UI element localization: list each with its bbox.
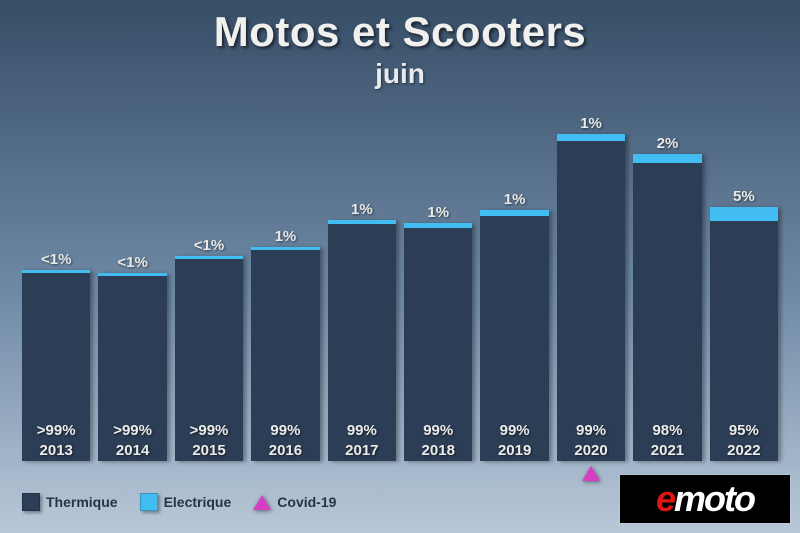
segment-thermique: 99% 2020 bbox=[557, 141, 625, 461]
stacked-bar: >99% 2014 bbox=[98, 273, 166, 461]
thermique-pct-label: 99% bbox=[404, 422, 472, 439]
legend-covid-label: Covid-19 bbox=[277, 494, 336, 510]
segment-electrique bbox=[710, 207, 778, 221]
stacked-bar: 99% 2020 bbox=[557, 134, 625, 461]
electric-pct-label: 1% bbox=[351, 201, 373, 218]
legend-thermique: Thermique bbox=[22, 493, 118, 511]
year-label: 2014 bbox=[98, 442, 166, 459]
bar-slot-2017: 1% 99% 2017 bbox=[328, 110, 396, 461]
bar-slot-2014: <1% >99% 2014 bbox=[98, 110, 166, 461]
stacked-bar: 98% 2021 bbox=[633, 154, 701, 461]
thermique-pct-label: >99% bbox=[175, 422, 243, 439]
segment-thermique: 99% 2017 bbox=[328, 224, 396, 461]
bar-slot-2016: 1% 99% 2016 bbox=[251, 110, 319, 461]
stacked-bar: 99% 2019 bbox=[480, 210, 548, 461]
swatch-thermique bbox=[22, 493, 40, 511]
chart-subtitle: juin bbox=[0, 58, 800, 90]
year-label: 2018 bbox=[404, 442, 472, 459]
stacked-bar: 99% 2017 bbox=[328, 220, 396, 461]
electric-pct-label: 1% bbox=[580, 115, 602, 132]
thermique-pct-label: >99% bbox=[22, 422, 90, 439]
bar-slot-2021: 2% 98% 2021 bbox=[633, 110, 701, 461]
triangle-covid-icon bbox=[253, 495, 271, 510]
year-label: 2019 bbox=[480, 442, 548, 459]
bar-slot-2020: 1% 99% 2020 bbox=[557, 110, 625, 461]
electric-pct-label: 1% bbox=[275, 228, 297, 245]
bar-slot-2019: 1% 99% 2019 bbox=[480, 110, 548, 461]
thermique-pct-label: 99% bbox=[251, 422, 319, 439]
emoto-logo: emoto bbox=[620, 475, 790, 523]
year-label: 2022 bbox=[710, 442, 778, 459]
stacked-bar: >99% 2015 bbox=[175, 256, 243, 461]
thermique-pct-label: 99% bbox=[328, 422, 396, 439]
segment-thermique: 95% 2022 bbox=[710, 221, 778, 461]
electric-pct-label: <1% bbox=[41, 251, 71, 268]
segment-thermique: 99% 2018 bbox=[404, 228, 472, 461]
electric-pct-label: 1% bbox=[504, 191, 526, 208]
electric-pct-label: 2% bbox=[657, 135, 679, 152]
segment-electrique bbox=[633, 154, 701, 163]
year-label: 2021 bbox=[633, 442, 701, 459]
segment-thermique: 99% 2019 bbox=[480, 216, 548, 461]
thermique-pct-label: 95% bbox=[710, 422, 778, 439]
thermique-pct-label: >99% bbox=[98, 422, 166, 439]
segment-thermique: 99% 2016 bbox=[251, 250, 319, 461]
segment-thermique: >99% 2013 bbox=[22, 273, 90, 461]
year-label: 2015 bbox=[175, 442, 243, 459]
bar-slot-2015: <1% >99% 2015 bbox=[175, 110, 243, 461]
bar-chart: <1% >99% 2013 <1% >99% 2014 <1% >99% 2015 1% 99% 20… bbox=[22, 110, 778, 461]
bar-slot-2018: 1% 99% 2018 bbox=[404, 110, 472, 461]
swatch-electrique bbox=[140, 493, 158, 511]
legend-electrique-label: Electrique bbox=[164, 494, 232, 510]
legend: Thermique Electrique Covid-19 bbox=[22, 493, 336, 511]
electric-pct-label: 5% bbox=[733, 188, 755, 205]
thermique-pct-label: 99% bbox=[557, 422, 625, 439]
logo-red-letter: e bbox=[656, 478, 674, 520]
stacked-bar: 99% 2018 bbox=[404, 223, 472, 461]
year-label: 2016 bbox=[251, 442, 319, 459]
chart-title: Motos et Scooters bbox=[0, 8, 800, 56]
year-label: 2020 bbox=[557, 442, 625, 459]
stacked-bar: >99% 2013 bbox=[22, 270, 90, 461]
legend-thermique-label: Thermique bbox=[46, 494, 118, 510]
bar-slot-2022: 5% 95% 2022 bbox=[710, 110, 778, 461]
thermique-pct-label: 99% bbox=[480, 422, 548, 439]
covid-marker-icon bbox=[582, 466, 600, 481]
year-label: 2013 bbox=[22, 442, 90, 459]
year-label: 2017 bbox=[328, 442, 396, 459]
electric-pct-label: <1% bbox=[194, 237, 224, 254]
segment-thermique: >99% 2015 bbox=[175, 259, 243, 461]
stacked-bar: 95% 2022 bbox=[710, 207, 778, 461]
bar-slot-2013: <1% >99% 2013 bbox=[22, 110, 90, 461]
segment-thermique: 98% 2021 bbox=[633, 163, 701, 461]
segment-thermique: >99% 2014 bbox=[98, 276, 166, 461]
electric-pct-label: <1% bbox=[117, 254, 147, 271]
electric-pct-label: 1% bbox=[427, 204, 449, 221]
legend-covid: Covid-19 bbox=[253, 494, 336, 510]
stacked-bar: 99% 2016 bbox=[251, 247, 319, 462]
legend-electrique: Electrique bbox=[140, 493, 232, 511]
logo-rest: moto bbox=[674, 478, 754, 520]
thermique-pct-label: 98% bbox=[633, 422, 701, 439]
